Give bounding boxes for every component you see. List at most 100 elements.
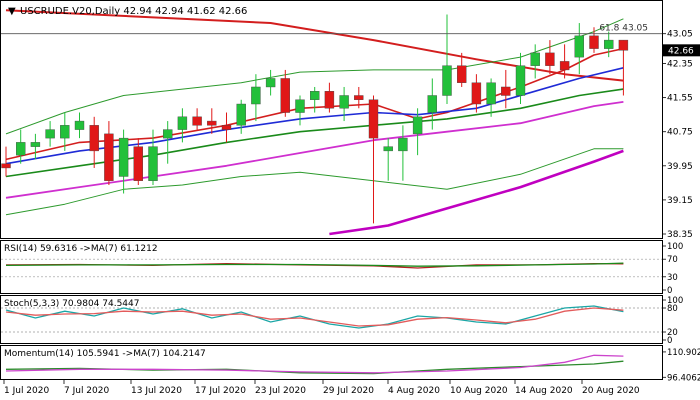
indicator-tick-label: 100 (667, 242, 683, 252)
candle-body (574, 35, 584, 58)
candle (16, 129, 26, 164)
candle (148, 129, 158, 185)
candle-body (148, 146, 158, 181)
candle (559, 44, 570, 79)
candles (1, 14, 629, 224)
candle (295, 95, 305, 126)
candle (545, 40, 555, 75)
candle (310, 86, 320, 113)
stoch-title: Stoch(5,3,3) 70.9804 74.5447 (4, 299, 139, 309)
candle-body (30, 142, 41, 147)
candle (515, 52, 526, 105)
candle-body (442, 65, 452, 96)
candle (74, 112, 85, 139)
price-axis: 43.05 42.35 41.55 40.75 39.95 39.15 38.35 (662, 30, 693, 240)
candle-body (177, 116, 188, 130)
candle (442, 14, 452, 105)
candle (89, 116, 99, 168)
moving-average-line (5, 9, 624, 82)
candle-body (354, 95, 364, 100)
candle (133, 138, 144, 185)
candle (265, 69, 276, 96)
candle-body (60, 125, 70, 139)
rsi-lines (5, 262, 624, 269)
candle (398, 125, 408, 181)
candle (457, 52, 467, 87)
price-panel[interactable] (0, 0, 663, 239)
rsi-axis: 100 70 30 0 (662, 242, 683, 296)
date-tick-label: 17 Jul 2020 (195, 386, 246, 396)
candle (118, 129, 129, 194)
candle (412, 108, 423, 156)
candle-body (559, 61, 570, 71)
stoch-panel[interactable] (0, 295, 663, 344)
candle (501, 69, 511, 109)
price-tick-label: 43.05 (667, 30, 693, 40)
candle-body (515, 65, 526, 96)
candle-body (74, 120, 85, 130)
current-price-badge: 42.66 (663, 44, 700, 57)
date-tick-label: 10 Aug 2020 (450, 386, 508, 396)
candle-body (589, 35, 599, 49)
candle (30, 133, 41, 160)
candle-body (133, 146, 144, 181)
date-tick-label: 14 Aug 2020 (515, 386, 573, 396)
chart-title-triangle: ▼ (8, 6, 16, 17)
candle-body (545, 52, 555, 66)
momentum-panel[interactable] (0, 345, 663, 380)
indicator-tick-label: 20 (667, 328, 678, 338)
candle-body (618, 39, 629, 51)
candle (368, 95, 379, 224)
candle (192, 108, 202, 130)
date-tick-label: 4 Aug 2020 (388, 386, 440, 396)
indicator-tick-label: 96.4062 (667, 373, 700, 383)
rsi-panel[interactable] (0, 240, 663, 294)
moving-average-line (5, 148, 624, 216)
candle-body (265, 78, 276, 88)
candle-body (471, 82, 482, 105)
indicator-line (5, 307, 624, 327)
candle-body (118, 137, 129, 177)
candle (104, 121, 114, 185)
date-tick-label: 13 Jul 2020 (131, 386, 182, 396)
indicator-tick-label: 110.9024 (667, 348, 700, 358)
indicator-tick-label: 0 (667, 336, 672, 346)
candle (162, 121, 173, 164)
candle (251, 74, 261, 122)
momentum-axis: 110.9024 96.4062 (662, 348, 700, 383)
fib-label: 61.8 43.05 (599, 24, 648, 34)
candle-body (162, 129, 173, 139)
candle (486, 78, 496, 117)
price-tick-label: 39.15 (667, 196, 693, 206)
moving-average-line (329, 149, 624, 236)
moving-average-line (5, 47, 624, 161)
moving-average-line (5, 18, 624, 135)
candle (618, 39, 629, 96)
candle-body (310, 91, 320, 100)
indicator-tick-label: 0 (667, 286, 672, 296)
candle-body (104, 133, 114, 181)
date-tick-label: 7 Jul 2020 (64, 386, 109, 396)
momentum-title: Momentum(14) 105.5941 ->MA(7) 104.2147 (4, 349, 206, 359)
candle (236, 99, 246, 134)
candle-body (236, 103, 246, 126)
candle-body (280, 78, 290, 113)
candle-body (45, 129, 55, 139)
date-tick-label: 20 Aug 2020 (582, 386, 640, 396)
candle (177, 108, 188, 143)
moving-average-line (5, 88, 624, 178)
price-tick-label: 38.35 (667, 230, 693, 240)
candle-body (207, 120, 217, 126)
price-tick-label: 42.35 (667, 60, 693, 70)
candle-body (427, 95, 437, 113)
candle-body (604, 39, 614, 49)
candle (574, 23, 584, 75)
candle (427, 78, 437, 130)
moving-average-line (5, 101, 624, 199)
svg-text:42.66: 42.66 (668, 46, 694, 56)
candle-body (251, 86, 261, 105)
candle-body (457, 65, 467, 83)
candle-body (398, 137, 408, 152)
candle (530, 44, 540, 79)
